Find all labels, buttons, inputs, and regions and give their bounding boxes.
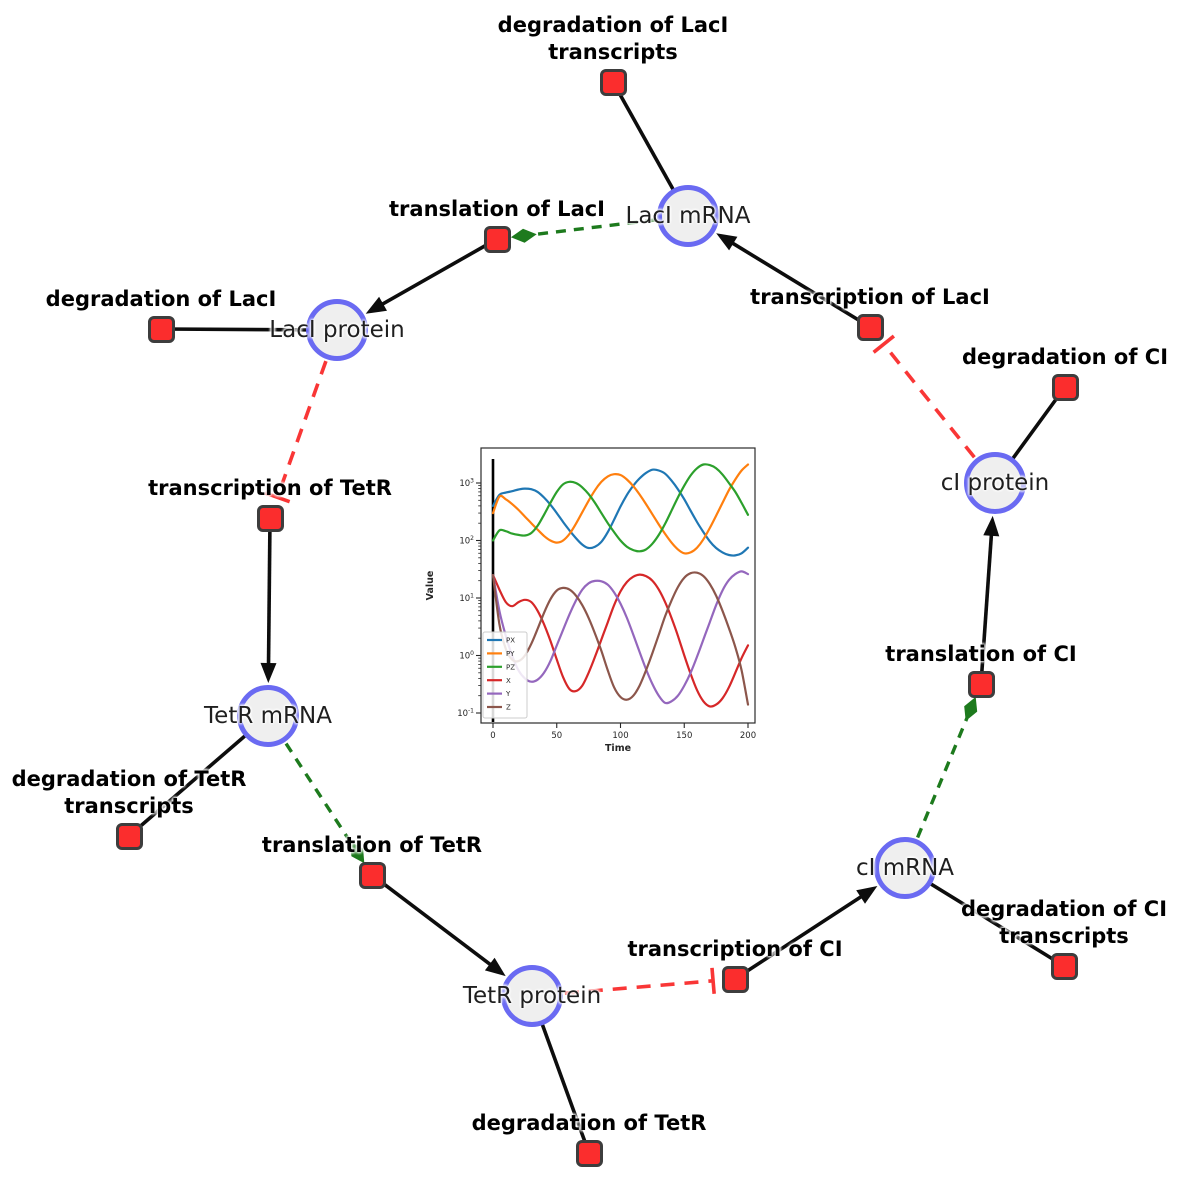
species-label-ci_mrna: cI mRNA [855,855,955,881]
chart-legend-label: PX [506,637,515,645]
edge-modifier-laci_mrna-transl_laci [510,218,656,243]
chart-legend-label: Y [505,690,511,698]
reaction-label-deg_ci_tx: degradation of CI transcripts [960,897,1168,948]
edge-product-tx_tetr-tetr_mrna [260,517,277,683]
chart-xtick: 100 [612,731,628,741]
edge-product-transl_laci-laci_protein [365,237,498,314]
chart-ytick: 102 [459,535,474,547]
edge-inhibition-tetr_protein-tx_ci [564,967,716,996]
reaction-label-deg_tetr: degradation of TetR [471,1111,707,1135]
chart-xtick: 0 [490,731,495,741]
reaction-node-tx_tetr[interactable] [256,504,284,532]
reaction-label-transl_laci: translation of LacI [389,197,605,221]
edge-product-tx_ci-ci_mrna [734,886,878,981]
reaction-label-transl_tetr: translation of TetR [261,833,483,857]
species-node-laci_protein[interactable] [306,299,368,361]
reaction-label-deg_laci: degradation of LacI [45,287,277,311]
chart-series-PZ [491,463,750,553]
species-node-tetr_mrna[interactable] [237,685,299,747]
reaction-label-tx_tetr: transcription of TetR [148,476,392,500]
edge-product-transl_tetr-tetr_protein [370,873,506,977]
reaction-label-deg_tetr_tx: degradation of TetR transcripts [11,767,247,818]
reaction-node-deg_tetr[interactable] [575,1139,603,1167]
chart-series-Y [491,570,750,705]
species-node-tetr_protein[interactable] [501,965,563,1027]
reaction-node-deg_tetr_tx[interactable] [115,822,143,850]
edge-inhibition-ci_protein-tx_laci [872,334,976,459]
reaction-label-tx_laci: transcription of LacI [750,285,990,309]
chart-series-Z [491,571,750,706]
reaction-label-tx_ci: transcription of CI [627,937,843,961]
reaction-node-deg_laci[interactable] [147,315,175,343]
species-node-ci_mrna[interactable] [874,837,936,899]
reaction-label-deg_ci: degradation of CI [961,345,1169,369]
reaction-node-tx_laci[interactable] [856,313,884,341]
reaction-node-transl_ci[interactable] [967,670,995,698]
reaction-node-deg_ci[interactable] [1051,373,1079,401]
species-label-ci_protein: cI protein [940,470,1050,496]
species-label-tetr_mrna: TetR mRNA [204,703,332,729]
species-label-laci_protein: LacI protein [269,317,405,343]
edge-modifier-ci_mrna-transl_ci [916,696,978,839]
species-label-laci_mrna: LacI mRNA [625,203,751,229]
reaction-label-transl_ci: translation of CI [885,642,1077,666]
edge-modifier-tetr_mrna-transl_tetr [284,742,365,864]
reaction-node-transl_laci[interactable] [483,225,511,253]
reaction-label-deg_laci_tx: degradation of LacI transcripts [497,13,729,64]
chart-ytick: 10-1 [457,708,474,720]
chart-legend-label: PZ [506,663,515,671]
chart-ytick: 100 [459,650,474,662]
reaction-node-transl_tetr[interactable] [358,861,386,889]
chart-legend-label: X [506,677,511,685]
chart-series-X [491,573,750,708]
edge-product-transl_ci-ci_protein [979,515,1000,685]
species-node-laci_mrna[interactable] [657,185,719,247]
reaction-node-deg_ci_tx[interactable] [1050,952,1078,980]
chart-legend-label: PY [506,650,515,658]
reaction-node-deg_laci_tx[interactable] [599,68,627,96]
chart-xtick: 150 [676,731,692,741]
chart-legend: PX PY PZ XYZ [482,631,528,719]
chart-legend-label: Z [506,704,511,712]
edge-inhibition-laci_protein-tx_tetr [264,360,328,504]
species-label-tetr_protein: TetR protein [462,983,602,1009]
chart-xtick: 200 [740,731,756,741]
chart-xlabel: Time [605,743,631,754]
edge-reactant-ci_mrna-deg_ci_tx [904,866,1065,968]
chart-ytick: 103 [459,478,474,490]
chart-ylabel: Value [425,571,436,601]
chart-ytick: 101 [459,593,474,605]
edge-product-tx_laci-laci_mrna [716,233,871,329]
reaction-node-tx_ci[interactable] [721,965,749,993]
chart-xtick: 50 [551,731,562,741]
species-node-ci_protein[interactable] [964,452,1026,514]
